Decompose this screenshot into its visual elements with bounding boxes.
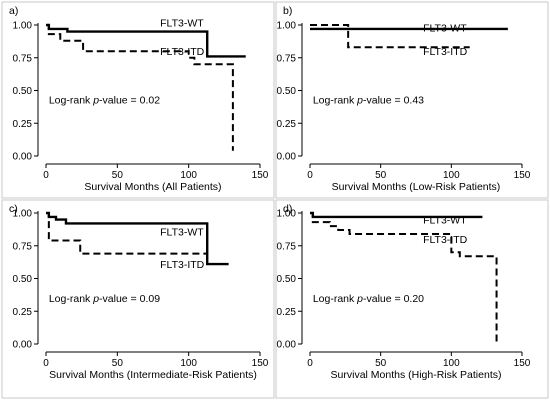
y-tick-label: 0.00 bbox=[13, 152, 33, 163]
x-tick-label: 0 bbox=[43, 170, 49, 181]
annotation-p: p bbox=[356, 95, 363, 107]
y-tick-label: 0.00 bbox=[277, 340, 297, 351]
x-axis-title: Survival Months (Low-Risk Patients) bbox=[332, 181, 501, 193]
logrank-annotation: Log-rank p-value = 0.20 bbox=[313, 293, 424, 305]
x-axis-title: Survival Months (High-Risk Patients) bbox=[331, 369, 502, 381]
x-axis-title: Survival Months (Intermediate-Risk Patie… bbox=[49, 369, 257, 381]
y-tick-label: 0.50 bbox=[277, 86, 297, 97]
y-tick-label: 1.00 bbox=[277, 21, 297, 32]
x-tick-label: 0 bbox=[43, 358, 49, 369]
curve-flt3-itd bbox=[310, 24, 470, 49]
y-tick-label: 0.75 bbox=[13, 53, 33, 64]
curve-flt3-itd bbox=[310, 212, 498, 344]
x-tick-label: 0 bbox=[307, 358, 313, 369]
annotation-prefix: Log-rank bbox=[49, 293, 93, 305]
curve-flt3-itd bbox=[46, 212, 208, 255]
logrank-annotation: Log-rank p-value = 0.43 bbox=[313, 95, 424, 107]
panel-label: c) bbox=[9, 203, 18, 215]
y-tick-label: 0.25 bbox=[13, 119, 33, 130]
panel-frame bbox=[275, 199, 549, 399]
logrank-annotation: Log-rank p-value = 0.09 bbox=[49, 293, 160, 305]
x-tick-label: 0 bbox=[307, 170, 313, 181]
panel-frame bbox=[1, 199, 275, 399]
annotation-prefix: Log-rank bbox=[313, 293, 357, 305]
panel-label: d) bbox=[283, 203, 292, 215]
panel-a: a) 0.00 0.25 0.50 0.75 1.00 0 50 100 150 Survival … bbox=[1, 1, 275, 199]
y-tick-label: 0.75 bbox=[277, 53, 297, 64]
y-tick-label: 1.00 bbox=[13, 209, 33, 220]
y-tick-label: 0.50 bbox=[277, 274, 297, 285]
annotation-suffix: -value = 0.20 bbox=[363, 293, 424, 305]
x-tick-label: 150 bbox=[514, 358, 531, 369]
y-tick-label: 0.50 bbox=[13, 274, 33, 285]
y-tick-label: 0.25 bbox=[13, 307, 33, 318]
x-tick-label: 100 bbox=[180, 170, 197, 181]
series-label-flt3-wt: FLT3-WT bbox=[160, 17, 204, 29]
x-tick-label: 50 bbox=[112, 170, 124, 181]
annotation-p: p bbox=[92, 95, 99, 107]
y-tick-label: 0.00 bbox=[277, 152, 297, 163]
series-label-flt3-wt: FLT3-WT bbox=[160, 226, 204, 238]
series-label-flt3-itd: FLT3-ITD bbox=[423, 234, 468, 246]
annotation-prefix: Log-rank bbox=[313, 95, 357, 107]
panel-c: c) 0.00 0.25 0.50 0.75 1.00 0 50 100 150Survival … bbox=[1, 199, 275, 399]
x-tick-label: 100 bbox=[180, 358, 197, 369]
panel-frame bbox=[1, 1, 275, 199]
series-label-flt3-itd: FLT3-ITD bbox=[160, 46, 205, 58]
annotation-suffix: -value = 0.09 bbox=[99, 293, 160, 305]
annotation-prefix: Log-rank bbox=[49, 95, 93, 107]
annotation-p: p bbox=[356, 293, 363, 305]
x-axis-title: Survival Months (All Patients) bbox=[84, 181, 221, 193]
x-tick-label: 100 bbox=[443, 358, 460, 369]
y-tick-label: 0.75 bbox=[13, 241, 33, 252]
x-tick-label: 100 bbox=[443, 170, 460, 181]
y-tick-label: 1.00 bbox=[13, 21, 33, 32]
panel-label: a) bbox=[9, 5, 18, 17]
x-tick-label: 150 bbox=[252, 358, 269, 369]
curve-flt3-itd bbox=[46, 24, 234, 151]
x-tick-label: 150 bbox=[252, 170, 269, 181]
x-tick-label: 50 bbox=[375, 358, 387, 369]
y-tick-label: 0.50 bbox=[13, 86, 33, 97]
series-label-flt3-wt: FLT3-WT bbox=[423, 23, 467, 35]
series-label-flt3-itd: FLT3-ITD bbox=[160, 259, 205, 271]
logrank-annotation: Log-rank p-value = 0.02 bbox=[49, 95, 160, 107]
y-tick-label: 0.25 bbox=[277, 307, 297, 318]
panel-label: b) bbox=[283, 5, 292, 17]
panel-d: d) 0.00 0.25 0.50 0.75 1.00 0 50 100 150 Survival … bbox=[275, 199, 549, 399]
x-tick-label: 150 bbox=[514, 170, 531, 181]
curve-flt3-wt bbox=[46, 211, 229, 266]
panel-b: b) 0.00 0.25 0.50 0.75 1.00 0 50 100 150 Survival … bbox=[275, 1, 549, 199]
annotation-p: p bbox=[92, 293, 99, 305]
y-tick-label: 1.00 bbox=[277, 209, 297, 220]
x-tick-label: 50 bbox=[112, 358, 124, 369]
y-tick-label: 0.00 bbox=[13, 340, 33, 351]
annotation-suffix: -value = 0.02 bbox=[99, 95, 160, 107]
annotation-suffix: -value = 0.43 bbox=[363, 95, 424, 107]
y-tick-label: 0.75 bbox=[277, 241, 297, 252]
series-label-flt3-itd: FLT3-ITD bbox=[423, 46, 468, 58]
panel-frame bbox=[275, 1, 549, 199]
y-tick-label: 0.25 bbox=[277, 119, 297, 130]
series-label-flt3-wt: FLT3-WT bbox=[423, 214, 467, 226]
x-tick-label: 50 bbox=[375, 170, 387, 181]
